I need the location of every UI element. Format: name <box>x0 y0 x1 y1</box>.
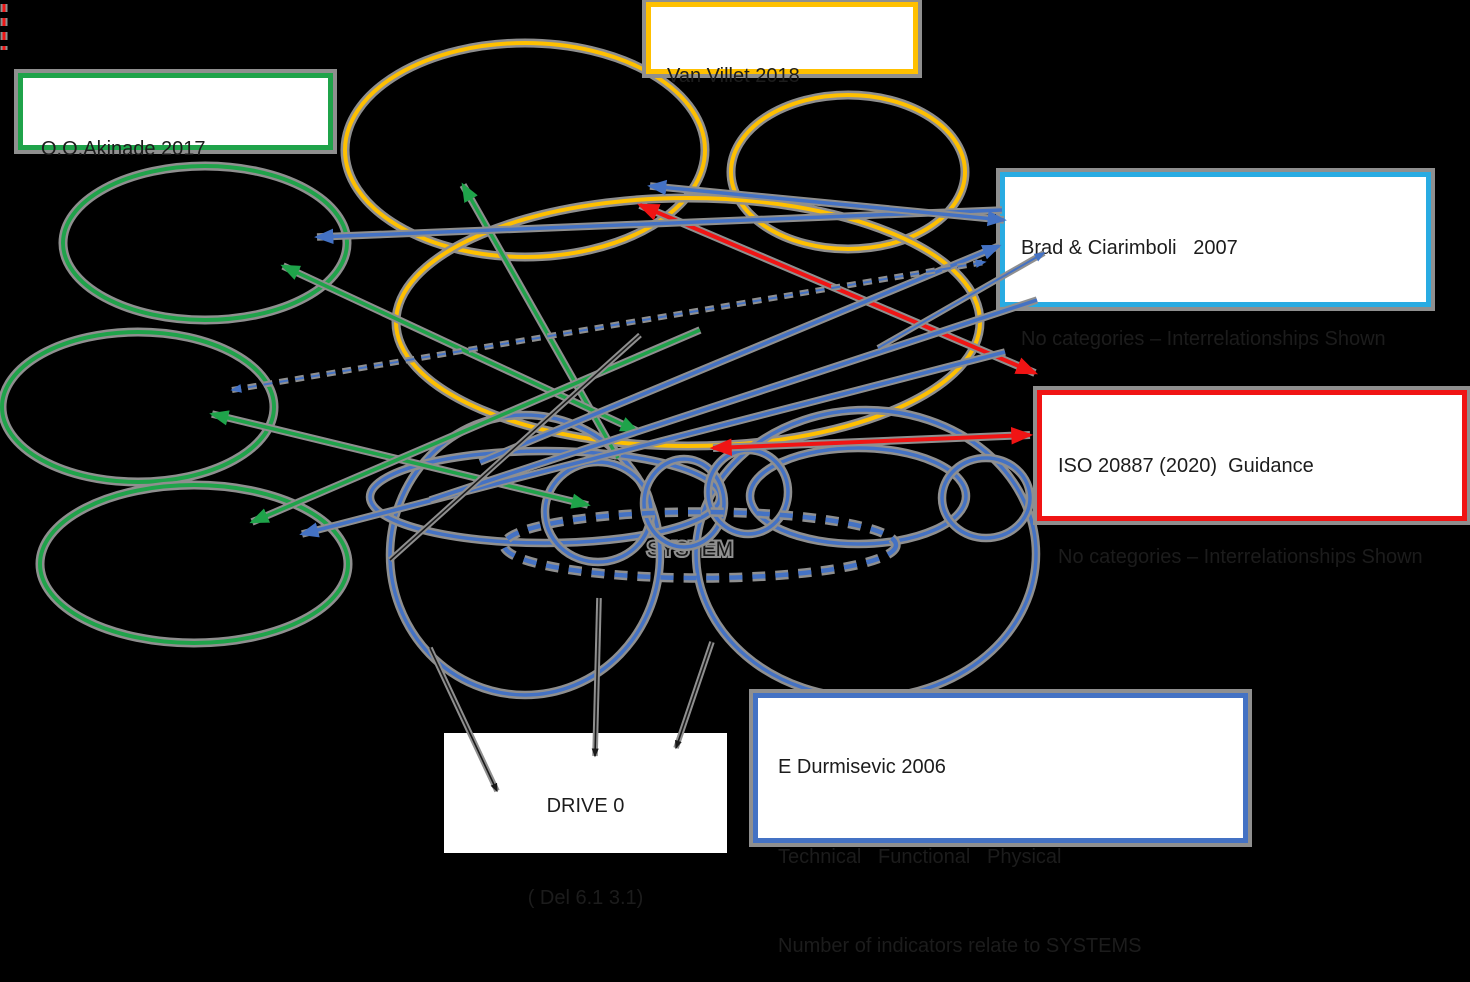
arrow-halo <box>478 242 1001 466</box>
blue-category-ellipse <box>501 509 899 581</box>
akinade-2017-label-box: O.O.Akinade 2017 <box>18 73 333 160</box>
red-connector-arrow <box>709 426 1034 457</box>
yellow-category-ellipse <box>729 93 967 251</box>
iso-20887-2020-label-box: ISO 20887 (2020) Guidance No categories … <box>1037 390 1467 568</box>
red-connector-arrow <box>636 203 1039 375</box>
drive0-title-text: DRIVE 0 <box>546 795 625 817</box>
green-category-ellipse <box>0 330 276 484</box>
brad-title-text: Brad & Ciarimboli 2007 <box>1021 237 1238 259</box>
ellipse-halo <box>365 446 725 548</box>
drive0-deliverable-text: ( Del 6.1 3.1) <box>527 886 644 909</box>
system-text: SYSTEM <box>647 538 733 561</box>
blue-category-ellipse <box>543 460 653 564</box>
ellipse-halo <box>639 454 729 552</box>
arrow-halo <box>231 259 986 393</box>
blue-category-ellipse <box>748 446 968 546</box>
arrow-halo <box>638 201 1037 377</box>
blue-category-ellipse <box>368 449 722 545</box>
blue-connector-arrow <box>299 350 1006 538</box>
yellow-category-ellipse <box>343 41 707 259</box>
ellipse-halo <box>703 445 793 539</box>
ellipse-halo <box>499 507 901 583</box>
arrow-halo <box>459 183 622 460</box>
green-connector-arrow <box>209 410 591 509</box>
van-villet-2018-label-box: Van Villet 2018 <box>646 2 918 87</box>
ellipse-halo <box>35 480 353 648</box>
blue-category-ellipse <box>642 457 726 549</box>
arrow-halo <box>250 326 702 526</box>
ellipse-halo <box>937 453 1035 543</box>
blue-category-ellipse <box>706 448 790 536</box>
ellipse-halo <box>540 457 656 567</box>
green-connector-arrow <box>461 182 620 459</box>
ellipse-halo <box>726 90 970 254</box>
green-category-ellipse <box>61 164 349 322</box>
ellipse-halo <box>0 327 279 487</box>
green-connector-arrow <box>280 264 640 433</box>
durmisevic-indicators-text: Number of indicators relate to SYSTEMS <box>778 935 1142 958</box>
iso-title-text: ISO 20887 (2020) Guidance <box>1058 455 1314 477</box>
green-connector-arrow <box>249 328 701 524</box>
iso-subtitle-text: No categories – Interrelationships Shown <box>1058 545 1423 568</box>
brad-subtitle-text: No categories – Interrelationships Shown <box>1021 327 1386 350</box>
blue-connector-arrow <box>647 179 1007 227</box>
ellipse-halo <box>691 405 1041 703</box>
ellipse-halo <box>745 443 971 549</box>
ellipse-halo <box>391 193 985 451</box>
brad-ciarimboli-2007-label-box: Brad & Ciarimboli 2007 No categories – I… <box>1000 172 1431 350</box>
ellipse-halo <box>58 161 352 325</box>
arrow-halo <box>281 262 639 435</box>
black-connector-arrow <box>389 334 641 561</box>
arrow-halo <box>428 296 1039 504</box>
durmisevic-2006-label-box: E Durmisevic 2006 Technical Functional P… <box>753 693 1248 957</box>
arrow-halo <box>649 182 1005 224</box>
drive0-label-box: DRIVE 0 ( Del 6.1 3.1) <box>444 733 727 909</box>
blue-category-ellipse <box>940 456 1032 540</box>
akinade-label-text: O.O.Akinade 2017 <box>41 138 206 160</box>
ellipse-halo <box>385 410 665 700</box>
arrow-halo <box>211 410 589 509</box>
blue-connector-arrow <box>429 298 1038 502</box>
durmisevic-title-text: E Durmisevic 2006 <box>778 756 946 778</box>
arrow-halo <box>388 332 642 563</box>
arrow-halo <box>712 431 1031 452</box>
blue-connector-arrow <box>479 244 1002 464</box>
blue-category-ellipse <box>388 413 662 697</box>
arrow-halo <box>316 206 1003 241</box>
blue-connector-arrow <box>314 208 1003 245</box>
durmisevic-categories-text: Technical Functional Physical <box>778 845 1062 868</box>
blue-connector-arrow <box>230 259 987 393</box>
arrow-halo <box>301 348 1006 538</box>
van-villet-label-text: Van Villet 2018 <box>667 65 800 87</box>
ellipse-halo <box>340 38 710 262</box>
yellow-category-ellipse <box>394 196 982 448</box>
blue-category-ellipse <box>694 408 1038 700</box>
green-category-ellipse <box>38 483 350 645</box>
